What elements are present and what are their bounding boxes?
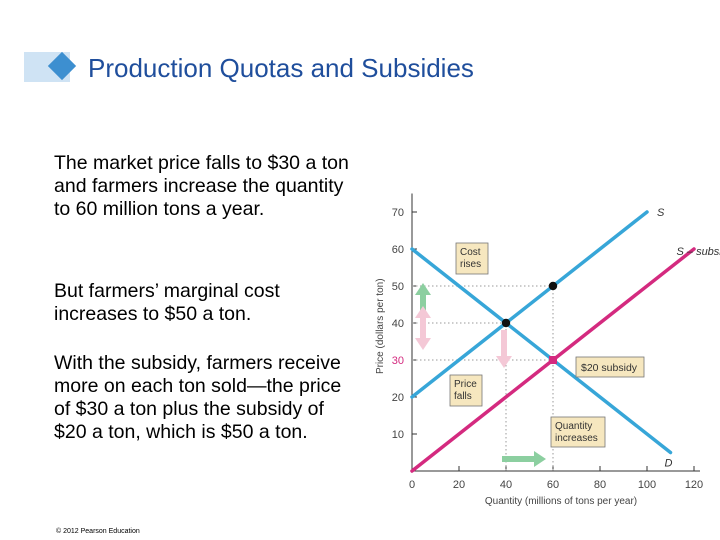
annotation-cost-rises-label: Cost bbox=[460, 247, 481, 258]
slide-title: Production Quotas and Subsidies bbox=[88, 53, 474, 83]
y-tick-label: 40 bbox=[392, 318, 404, 330]
x-tick-label: 100 bbox=[638, 479, 656, 491]
arrow-price-falls-curve-head bbox=[496, 356, 512, 368]
annotation-subsidy-box bbox=[575, 356, 645, 378]
y-tick-label: 50 bbox=[392, 281, 404, 293]
y-tick-label: 20 bbox=[392, 392, 404, 404]
annotation-quantity-increases-label: increases bbox=[555, 433, 598, 444]
annotation-quantity-increases-box bbox=[550, 416, 606, 448]
paragraph-marginal-cost: But farmers’ marginal cost increases to … bbox=[54, 280, 280, 325]
arrow-price-falls-down-head bbox=[415, 338, 431, 350]
point-subsidy-equilibrium bbox=[549, 356, 557, 364]
curve-label-subsidy-supply: S – subsidy bbox=[677, 246, 720, 258]
x-tick-label: 60 bbox=[547, 479, 559, 491]
annotation-quantity-increases-label: Quantity bbox=[555, 421, 592, 432]
x-tick-label: 0 bbox=[409, 479, 415, 491]
y-axis-title: Price (dollars per ton) bbox=[375, 278, 386, 374]
point-initial-equilibrium bbox=[501, 318, 511, 328]
curve-demand bbox=[410, 247, 673, 455]
arrow-price-falls-up-head bbox=[415, 306, 431, 318]
curve-label-demand: D bbox=[665, 458, 673, 470]
guide-price-40 bbox=[412, 322, 507, 471]
x-tick-label: 40 bbox=[500, 479, 512, 491]
arrow-quantity-increases-head bbox=[534, 451, 546, 467]
y-tick-label: 70 bbox=[392, 207, 404, 219]
annotation-subsidy-label: $20 subsidy bbox=[581, 362, 638, 374]
paragraph-subsidy-explained: With the subsidy, farmers receive more o… bbox=[54, 352, 342, 443]
copyright-notice: © 2012 Pearson Education bbox=[56, 528, 140, 535]
annotation-price-falls-label: falls bbox=[454, 391, 472, 402]
annotation-cost-rises-label: rises bbox=[460, 259, 481, 270]
annotation-price-falls-label: Price bbox=[454, 379, 477, 390]
curve-supply bbox=[410, 210, 649, 399]
x-tick-label: 80 bbox=[594, 479, 606, 491]
x-tick-label: 20 bbox=[453, 479, 465, 491]
curve-label-supply: S bbox=[657, 207, 665, 219]
x-tick-label: 120 bbox=[685, 479, 703, 491]
arrow-cost-rises-head bbox=[415, 283, 431, 295]
annotation-price-falls-box bbox=[449, 374, 483, 407]
y-tick-label: 30 bbox=[392, 355, 404, 367]
point-farmer-cost bbox=[548, 281, 558, 291]
annotation-cost-rises-box bbox=[455, 242, 489, 275]
x-axis-title: Quantity (millions of tons per year) bbox=[485, 496, 637, 507]
y-tick-label: 10 bbox=[392, 429, 404, 441]
y-tick-label: 60 bbox=[392, 244, 404, 256]
paragraph-market-price: The market price falls to $30 a ton and … bbox=[54, 152, 349, 220]
